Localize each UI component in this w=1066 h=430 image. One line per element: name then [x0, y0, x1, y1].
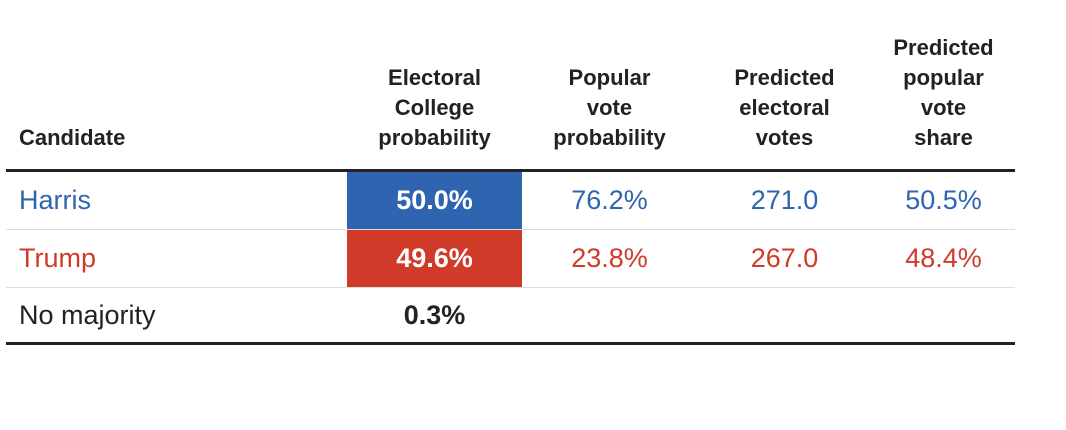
- table-header-row: Candidate Electoral College probability …: [6, 0, 1015, 172]
- forecast-table: Candidate Electoral College probability …: [6, 0, 1015, 345]
- predicted-electoral-votes-cell: 271.0: [750, 185, 819, 215]
- electoral-college-probability-cell: 50.0%: [347, 172, 522, 229]
- predicted-vote-share-cell: 48.4%: [905, 243, 982, 273]
- column-header-predicted-popular-vote-share: Predicted popular vote share: [893, 35, 994, 150]
- candidate-name: Trump: [19, 243, 97, 273]
- electoral-college-probability-cell: 49.6%: [347, 230, 522, 287]
- popular-vote-probability-cell: 23.8%: [571, 243, 648, 273]
- predicted-vote-share-cell: [872, 288, 1015, 342]
- column-header-predicted-electoral-votes: Predicted electoral votes: [734, 65, 835, 150]
- electoral-college-probability-cell: 0.3%: [403, 299, 466, 330]
- column-header-electoral-college-probability: Electoral College probability: [378, 65, 491, 150]
- table-row-harris: Harris 50.0% 76.2% 271.0 50.5%: [6, 172, 1015, 230]
- predicted-vote-share-cell: 50.5%: [905, 185, 982, 215]
- popular-vote-probability-cell: 76.2%: [571, 185, 648, 215]
- candidate-name: Harris: [19, 185, 91, 215]
- predicted-electoral-votes-cell: 267.0: [750, 243, 819, 273]
- predicted-electoral-votes-cell: [697, 288, 872, 342]
- column-header-candidate: Candidate: [19, 125, 126, 150]
- table-row-no-majority: No majority 0.3%: [6, 288, 1015, 345]
- column-header-popular-vote-probability: Popular vote probability: [553, 65, 666, 150]
- table-row-trump: Trump 49.6% 23.8% 267.0 48.4%: [6, 230, 1015, 288]
- popular-vote-probability-cell: [522, 288, 697, 342]
- candidate-name: No majority: [19, 299, 156, 330]
